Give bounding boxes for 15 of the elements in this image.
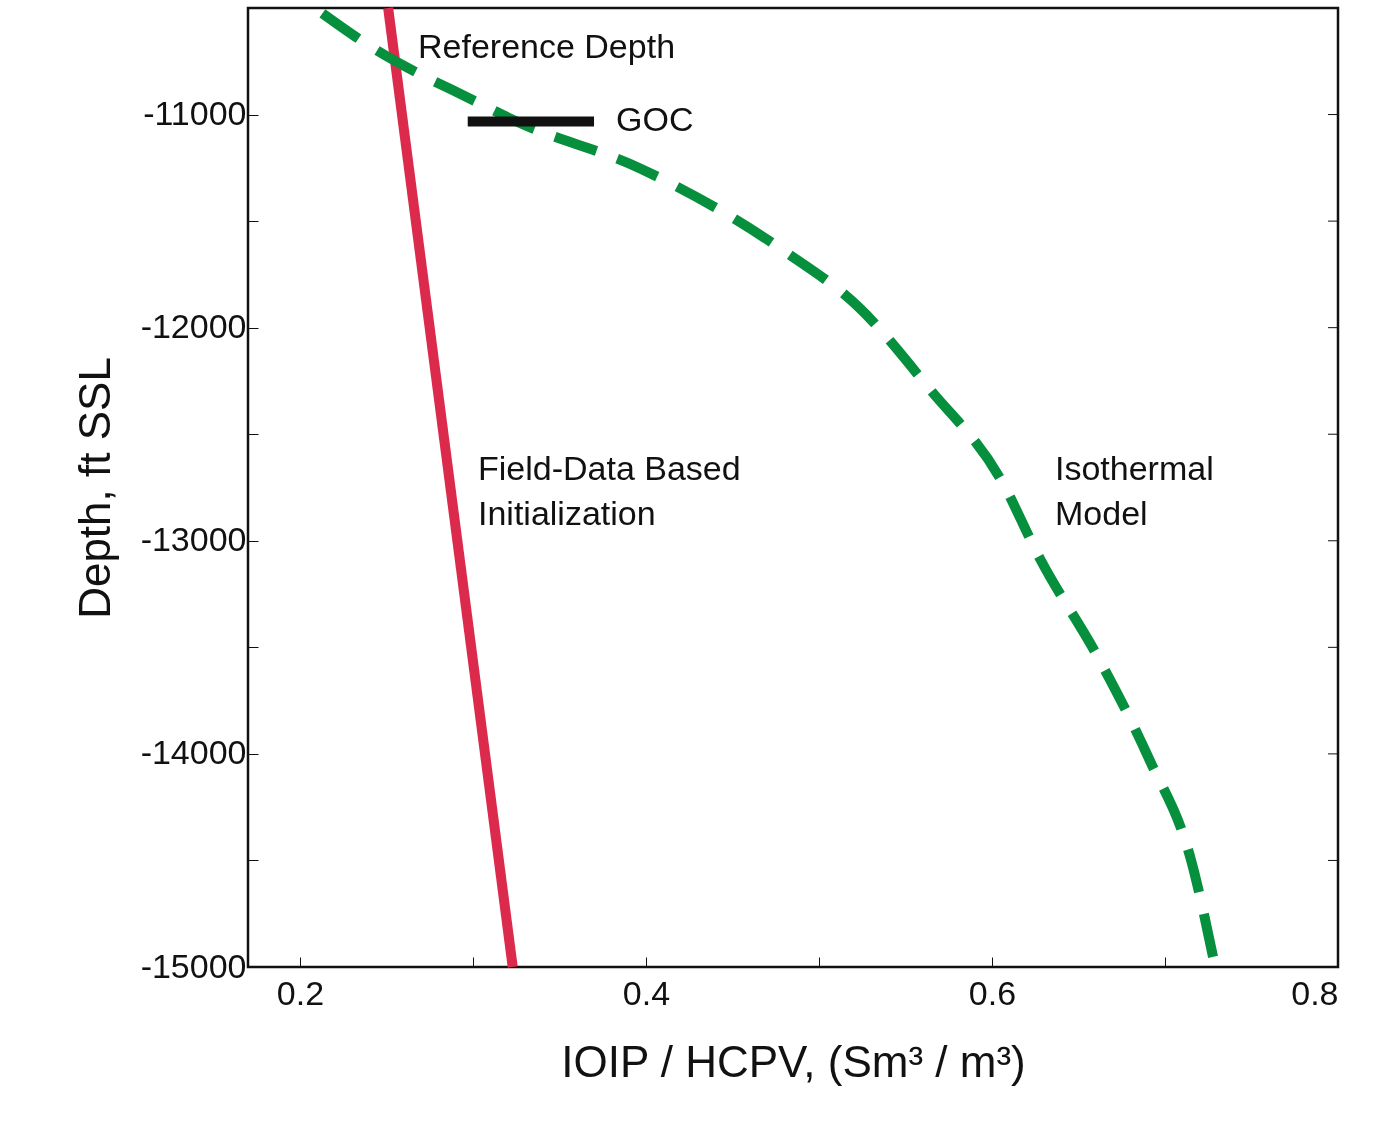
y-tick-label: -12000	[140, 307, 247, 346]
x-tick-label: 0.8	[1291, 973, 1339, 1012]
y-tick-label: -11000	[143, 94, 247, 133]
annotation: GOC	[616, 100, 694, 138]
annotation: Field-Data Based Initialization	[478, 449, 741, 532]
annotation: Isothermal Model	[1055, 449, 1214, 532]
x-tick-label: 0.4	[622, 973, 671, 1012]
annotation: Reference Depth	[418, 27, 676, 65]
y-tick-label: -14000	[140, 733, 247, 772]
y-tick-label: -15000	[140, 946, 247, 985]
x-tick-label: 0.6	[968, 973, 1017, 1012]
y-tick-label: -13000	[140, 520, 247, 559]
x-tick-label: 0.2	[276, 973, 325, 1012]
x-axis-title: IOIP / HCPV, (Sm³ / m³)	[561, 1036, 1026, 1086]
y-axis-title: Depth, ft SSL	[69, 357, 119, 619]
